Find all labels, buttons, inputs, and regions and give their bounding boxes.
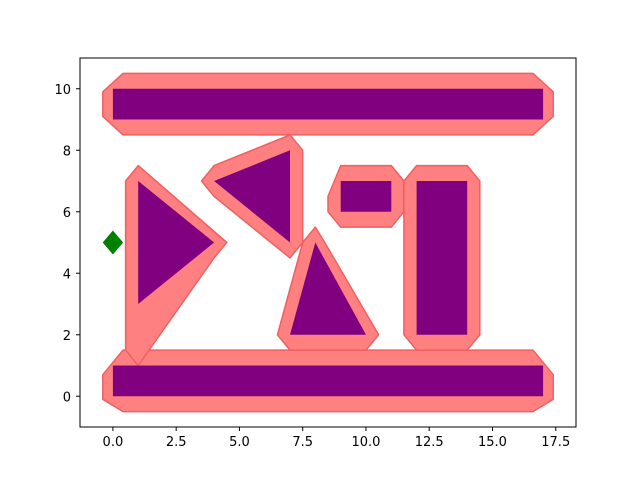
tall-rect [416, 181, 468, 335]
y-tick-label: 0 [63, 390, 71, 405]
x-tick-label: 0.0 [103, 435, 124, 450]
x-tick-label: 15.0 [478, 435, 507, 450]
x-axis: 0.0 2.5 5.0 7.5 10.0 12.5 15.0 17.5 [103, 427, 570, 450]
x-tick-label: 5.0 [229, 435, 250, 450]
start-marker [102, 230, 124, 255]
top-bar [112, 88, 544, 120]
y-axis: 0 2 4 6 8 10 [54, 83, 80, 405]
y-tick-label: 10 [54, 83, 71, 98]
y-tick-label: 8 [63, 144, 71, 159]
y-tick-label: 6 [63, 206, 71, 221]
middle-triangle [290, 242, 366, 335]
x-tick-label: 7.5 [292, 435, 313, 450]
left-triangle [138, 181, 215, 304]
x-tick-label: 10.0 [351, 435, 380, 450]
y-tick-label: 2 [63, 329, 71, 344]
markers-layer [102, 230, 124, 255]
x-tick-label: 17.5 [541, 435, 570, 450]
x-tick-label: 12.5 [415, 435, 444, 450]
bottom-bar [112, 365, 544, 397]
obstacles-layer [112, 88, 544, 397]
plot-frame [79, 57, 577, 428]
x-tick-label: 2.5 [166, 435, 187, 450]
small-rect [340, 181, 392, 212]
upper-triangle [214, 150, 290, 243]
y-tick-label: 4 [63, 267, 71, 282]
